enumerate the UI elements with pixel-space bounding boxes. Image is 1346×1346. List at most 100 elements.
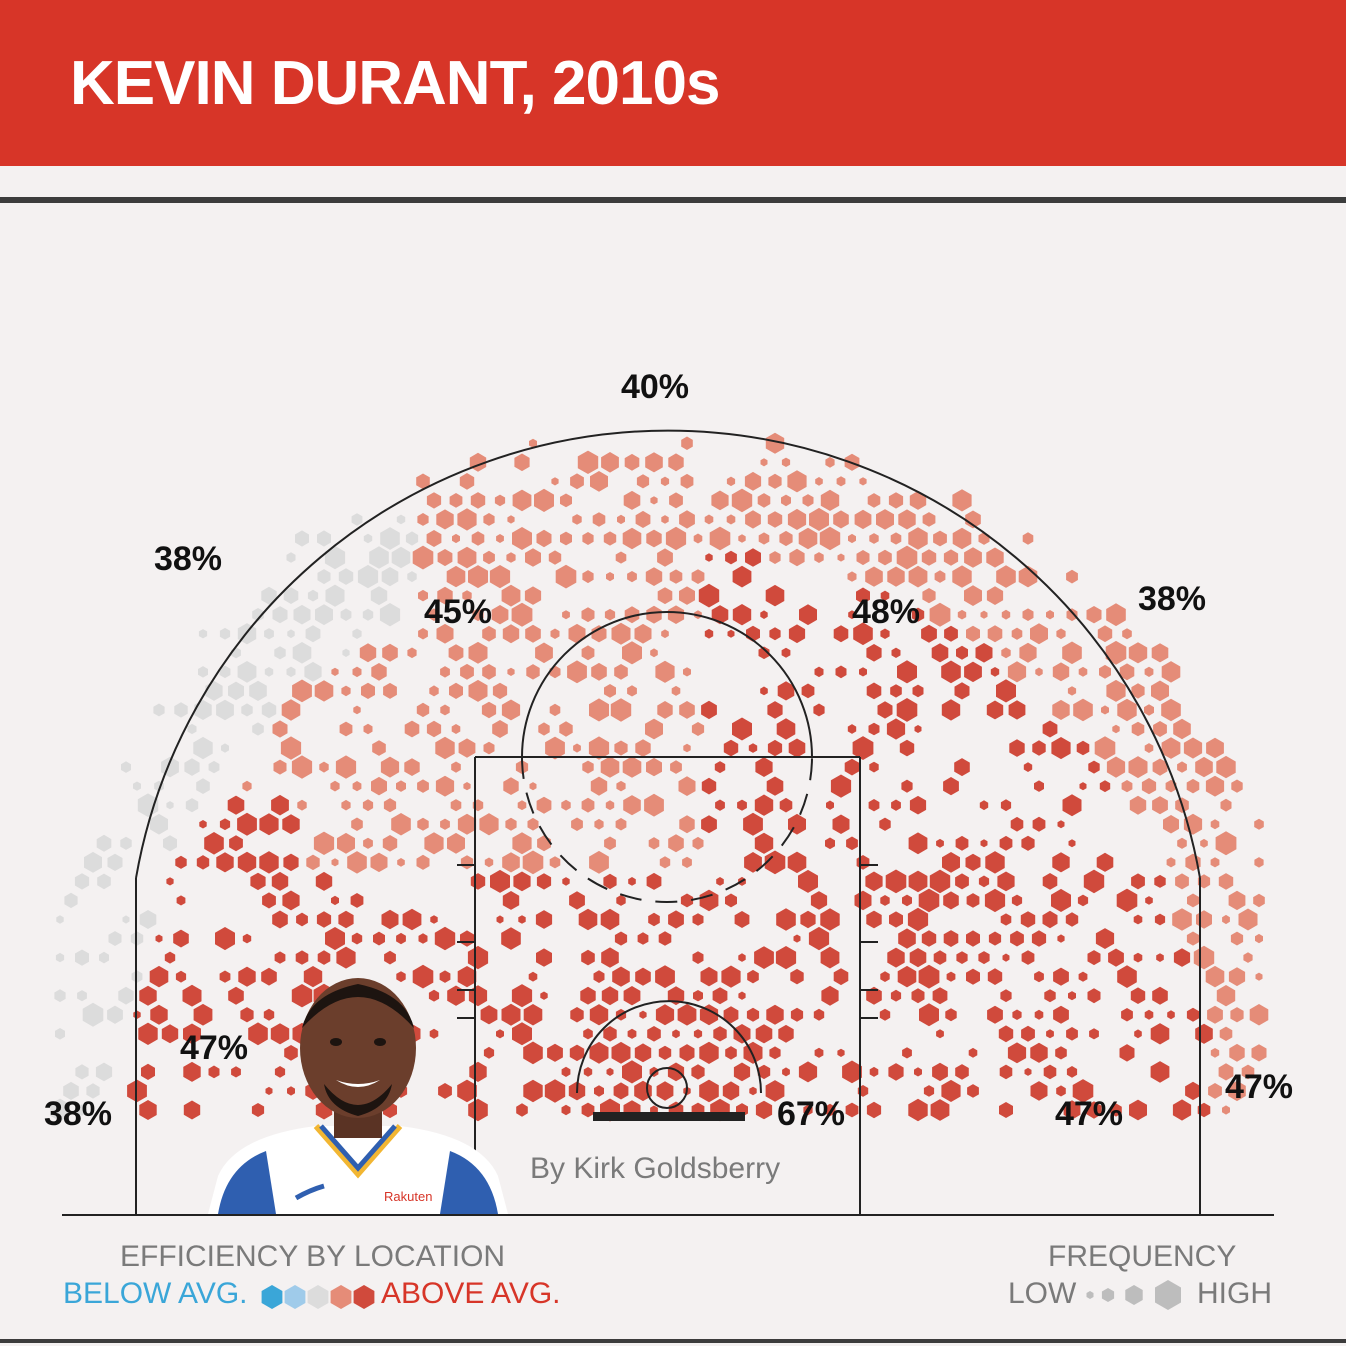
shot-hex: [745, 510, 761, 529]
shot-hex: [743, 1041, 763, 1064]
shot-hex: [647, 1026, 661, 1042]
shot-hex: [273, 759, 287, 775]
shot-hex: [1117, 965, 1137, 988]
zone-pct-label: 47%: [1055, 1095, 1123, 1133]
shot-hex: [483, 513, 495, 526]
shot-hex: [1131, 721, 1145, 737]
shot-hex: [679, 510, 695, 529]
shot-hex: [82, 1002, 104, 1027]
shot-hex: [680, 473, 694, 489]
shot-hex: [337, 832, 355, 854]
shot-hex: [259, 851, 279, 874]
shot-hex: [282, 890, 300, 911]
shot-hex: [918, 964, 940, 989]
shot-hex: [1021, 835, 1035, 851]
shot-hex: [627, 571, 637, 583]
shot-hex: [457, 966, 477, 988]
shot-hex: [248, 1022, 268, 1046]
shot-hex: [1228, 890, 1246, 911]
shot-hex: [1052, 699, 1070, 720]
shot-hex: [1072, 1079, 1094, 1103]
shot-hex: [1076, 740, 1090, 756]
shot-hex: [802, 494, 814, 507]
shot-hex: [764, 850, 786, 875]
shot-hex: [908, 527, 928, 550]
shot-hex: [1216, 755, 1236, 779]
shot-hex: [1121, 780, 1133, 793]
shot-hex: [412, 964, 434, 989]
shot-hex: [775, 946, 797, 970]
shot-hex: [490, 869, 510, 893]
shot-hex: [749, 1086, 757, 1096]
shot-hex: [581, 797, 595, 813]
shot-hex: [507, 667, 515, 676]
shot-hex: [383, 682, 397, 699]
shot-hex: [613, 1082, 629, 1100]
shot-hex: [193, 1003, 213, 1026]
shot-hex: [672, 1029, 680, 1039]
shot-hex: [149, 965, 169, 988]
shot-hex: [655, 965, 675, 989]
shot-hex: [787, 508, 807, 530]
shot-hex: [671, 685, 681, 696]
efficiency-legend-swatches: [261, 1285, 375, 1309]
shot-hex: [369, 546, 389, 569]
shot-hex: [880, 628, 890, 639]
shot-hex: [887, 566, 905, 587]
shot-hex: [274, 1066, 286, 1078]
shot-hex: [216, 699, 234, 721]
shot-hex: [362, 799, 374, 812]
shot-hex: [1066, 1066, 1078, 1078]
shot-hex: [832, 814, 850, 834]
shot-hex: [700, 966, 718, 987]
shot-hex: [738, 534, 746, 543]
shot-hex: [610, 698, 632, 722]
shot-hex: [614, 931, 628, 946]
frequency-swatch: [1125, 1285, 1143, 1305]
shot-hex: [698, 583, 720, 608]
shot-hex: [869, 533, 879, 544]
shot-hex: [896, 698, 918, 722]
shot-hex: [339, 721, 353, 737]
shot-hex: [1228, 1080, 1246, 1102]
shot-hex: [483, 741, 495, 755]
shot-hex: [692, 951, 704, 964]
shot-hex: [668, 453, 684, 472]
shot-hex: [549, 665, 561, 679]
shot-hex: [150, 1004, 168, 1025]
shot-hex: [1154, 874, 1166, 888]
shot-hex: [249, 680, 267, 701]
shot-hex: [966, 625, 980, 642]
shot-hex: [1206, 737, 1224, 759]
shot-hex: [637, 932, 649, 945]
shot-hex: [779, 530, 793, 547]
shot-hex: [581, 1102, 595, 1118]
shot-hex: [221, 743, 229, 753]
shot-hex: [1009, 739, 1025, 757]
shot-hex: [426, 720, 442, 738]
shot-hex: [732, 717, 752, 741]
shot-hex: [468, 679, 488, 702]
shot-hex: [914, 1067, 922, 1077]
shot-hex: [382, 835, 398, 852]
shot-hex: [902, 1047, 912, 1059]
shot-hex: [1228, 967, 1246, 987]
shot-hex: [612, 966, 630, 987]
shot-hex: [1011, 894, 1023, 907]
shot-hex: [1042, 910, 1058, 929]
shot-hex: [1173, 948, 1191, 967]
shot-hex: [1172, 1099, 1192, 1121]
shot-hex: [194, 699, 212, 720]
shot-hex: [713, 1026, 727, 1042]
shot-hex: [237, 812, 257, 836]
shot-hex: [1083, 869, 1105, 894]
shot-hex: [1065, 912, 1079, 927]
shot-hex: [383, 798, 397, 813]
zone-pct-label: 40%: [621, 368, 689, 406]
shot-hex: [1034, 971, 1044, 983]
shot-hex: [755, 757, 773, 777]
shot-hex: [544, 1079, 566, 1103]
shot-hex: [264, 628, 274, 640]
shot-hex: [1052, 662, 1070, 682]
shot-hex: [122, 915, 130, 924]
